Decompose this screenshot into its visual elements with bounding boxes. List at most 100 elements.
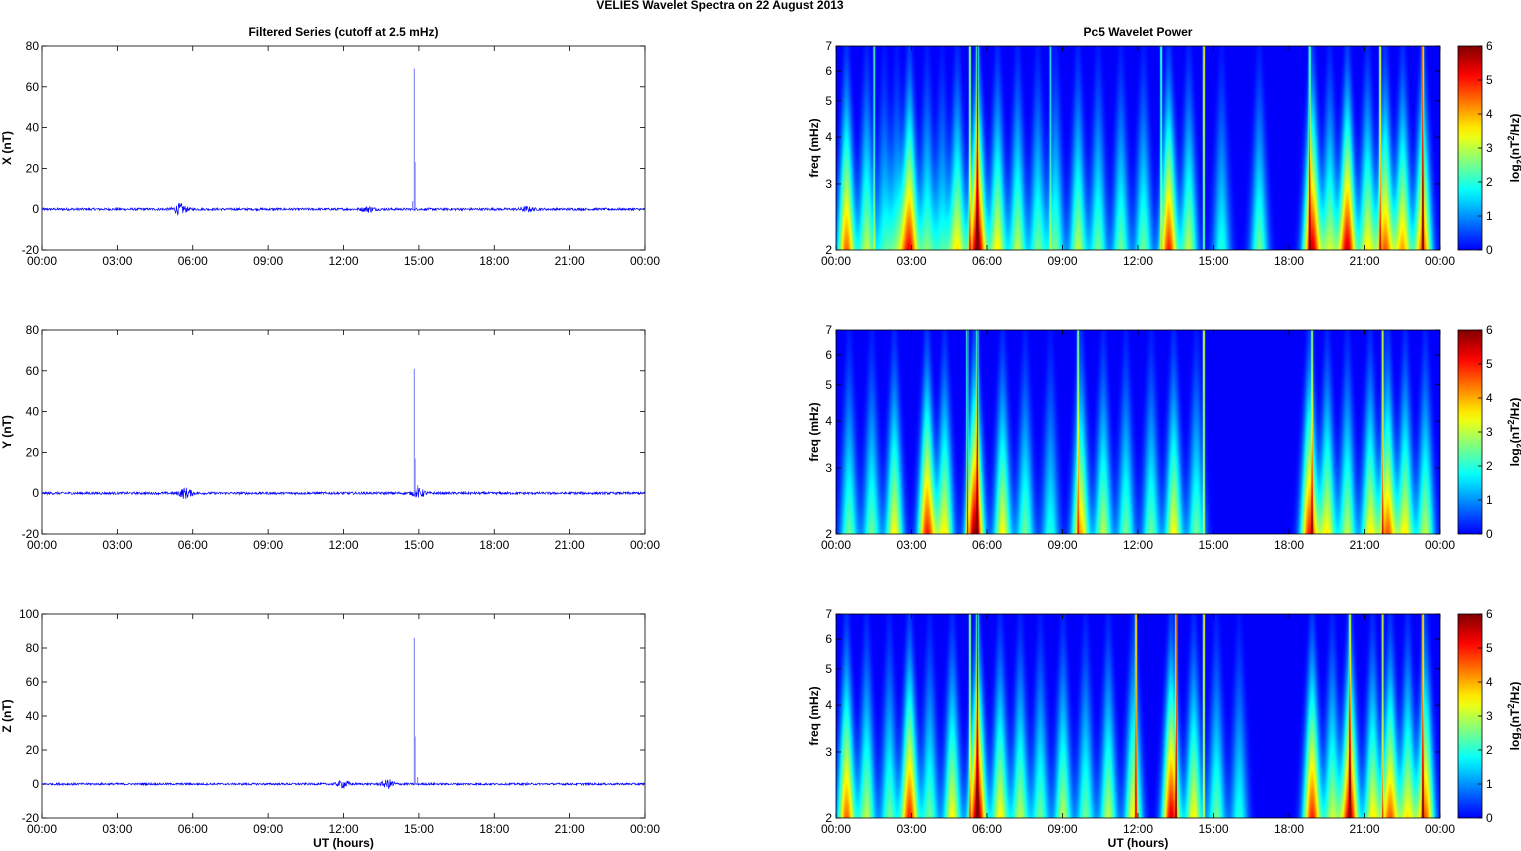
colorbar-tick-label: 2 [1486, 743, 1493, 757]
y-tick-label: 4 [825, 698, 832, 712]
x-tick-label: 00:00 [1425, 254, 1455, 268]
y-axis-label: freq (mHz) [807, 402, 821, 461]
x-tick-label: 18:00 [479, 254, 509, 268]
x-tick-label: 03:00 [102, 254, 132, 268]
colorbar-label-part: (nT [1508, 140, 1521, 159]
colorbar-tick-label: 2 [1486, 175, 1493, 189]
timeseries-panel-z: -20 0 20 40 60 80 100 00:00 03:00 06:00 09:00 12:00… [0, 607, 660, 850]
y-tick-label: 80 [26, 39, 40, 53]
series-trace [41, 779, 646, 790]
colorbar-label-part: /Hz) [1508, 398, 1521, 420]
colorbar-tick-label: 5 [1486, 357, 1493, 371]
y-tick-label: 3 [825, 177, 832, 191]
y-tick-label: 40 [26, 121, 40, 135]
colorbar-label-part: 2 [1506, 704, 1516, 709]
panel-title: Pc5 Wavelet Power [1084, 25, 1193, 39]
x-tick-label: 06:00 [178, 254, 208, 268]
colorbar-label-part: log [1508, 448, 1521, 466]
y-tick-label: 4 [825, 130, 832, 144]
colorbar-label-part: (nT [1508, 708, 1521, 727]
y-tick-label: 0 [32, 777, 39, 791]
y-tick-label: 80 [26, 323, 40, 337]
colorbar-tick-label: 0 [1486, 811, 1493, 825]
panel-title: Filtered Series (cutoff at 2.5 mHz) [248, 25, 438, 39]
x-tick-label: 09:00 [253, 822, 283, 836]
wavelet-panel-z: 2 3 4 5 6 7 00:00 03:00 06:00 09:00 12:00 15:00 18:0… [807, 607, 1521, 850]
x-tick-label: 00:00 [27, 822, 57, 836]
colorbar-label-part: 2 [1515, 727, 1521, 732]
colorbar-tick-label: 1 [1486, 209, 1493, 223]
colorbar-label: log2(nT2/Hz) [1506, 682, 1521, 751]
x-tick-label: 12:00 [328, 822, 358, 836]
x-tick-label: 09:00 [253, 538, 283, 552]
y-tick-label: 7 [825, 323, 832, 337]
x-tick-label: 09:00 [253, 254, 283, 268]
x-tick-label: 21:00 [555, 538, 585, 552]
x-tick-label: 06:00 [178, 538, 208, 552]
colorbar-label-part: 2 [1515, 159, 1521, 164]
y-tick-label: 40 [26, 405, 40, 419]
colorbar-tick-label: 5 [1486, 641, 1493, 655]
y-tick-label: 5 [825, 378, 832, 392]
colorbar-tick-label: 3 [1486, 425, 1493, 439]
x-tick-label: 18:00 [1274, 254, 1304, 268]
colorbar-tick-label: 0 [1486, 527, 1493, 541]
y-tick-label: 0 [32, 202, 39, 216]
x-tick-label: 03:00 [896, 538, 926, 552]
x-tick-label: 09:00 [1047, 538, 1077, 552]
x-tick-label: 00:00 [630, 822, 660, 836]
y-tick-label: 3 [825, 745, 832, 759]
x-tick-label: 21:00 [555, 254, 585, 268]
y-tick-label: 20 [26, 445, 40, 459]
colorbar-label-part: log [1508, 164, 1521, 182]
x-tick-label: 15:00 [1198, 254, 1228, 268]
y-tick-label: 2 [825, 527, 832, 541]
x-tick-label: 00:00 [27, 538, 57, 552]
colorbar-tick-label: 4 [1486, 391, 1493, 405]
x-tick-label: 21:00 [555, 822, 585, 836]
x-tick-label: 18:00 [1274, 538, 1304, 552]
x-tick-label: 03:00 [896, 822, 926, 836]
y-tick-label: 5 [825, 662, 832, 676]
x-tick-label: 00:00 [821, 822, 851, 836]
y-tick-label: -20 [22, 243, 40, 257]
wavelet-heatmap [836, 330, 1440, 534]
x-tick-label: 21:00 [1349, 254, 1379, 268]
x-tick-label: 12:00 [1123, 254, 1153, 268]
x-tick-label: 18:00 [479, 538, 509, 552]
x-tick-label: 12:00 [328, 538, 358, 552]
plot-frame [41, 329, 646, 535]
series-trace [41, 203, 645, 216]
y-tick-label: 6 [825, 64, 832, 78]
x-tick-label: 12:00 [1123, 538, 1153, 552]
y-tick-label: 5 [825, 94, 832, 108]
x-tick-label: 18:00 [479, 822, 509, 836]
x-tick-label: 06:00 [972, 822, 1002, 836]
colorbar-tick-label: 1 [1486, 493, 1493, 507]
y-axis-label: Y (nT) [0, 415, 14, 449]
colorbar-label-part: (nT [1508, 424, 1521, 443]
y-tick-label: 20 [26, 161, 40, 175]
colorbar-tick-label: 6 [1486, 323, 1493, 337]
y-tick-label: 80 [26, 641, 40, 655]
y-tick-label: 7 [825, 607, 832, 621]
x-tick-label: 12:00 [1123, 822, 1153, 836]
x-tick-label: 03:00 [896, 254, 926, 268]
y-axis-label: Z (nT) [0, 699, 14, 732]
y-tick-label: 0 [32, 486, 39, 500]
x-tick-label: 00:00 [1425, 822, 1455, 836]
timeseries-panel-y: -20 0 20 40 60 80 00:00 03:00 06:00 09:00 12:00 15:… [0, 323, 660, 552]
y-tick-label: 6 [825, 632, 832, 646]
figure-title: VELIES Wavelet Spectra on 22 August 2013 [596, 0, 844, 12]
x-tick-label: 06:00 [972, 254, 1002, 268]
x-tick-label: 00:00 [630, 538, 660, 552]
y-axis-label: freq (mHz) [807, 686, 821, 745]
colorbar-label-part: /Hz) [1508, 114, 1521, 136]
x-tick-label: 00:00 [821, 254, 851, 268]
colorbar-label-part: 2 [1506, 420, 1516, 425]
y-axis-label: freq (mHz) [807, 118, 821, 177]
x-tick-label: 00:00 [1425, 538, 1455, 552]
colorbar-label-part: 2 [1506, 136, 1516, 141]
wavelet-heatmap [836, 614, 1440, 818]
y-tick-label: 6 [825, 348, 832, 362]
